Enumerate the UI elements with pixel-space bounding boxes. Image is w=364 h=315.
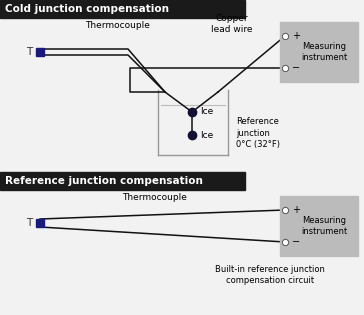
Text: −: −: [292, 63, 300, 73]
Text: Ice: Ice: [200, 107, 213, 117]
Text: Thermocouple: Thermocouple: [86, 21, 150, 31]
Text: Reference junction compensation: Reference junction compensation: [5, 176, 203, 186]
Bar: [0, 0, 245, 18]
Text: Cold junction compensation: Cold junction compensation: [5, 4, 169, 14]
Text: +: +: [292, 31, 300, 41]
Text: −: −: [292, 237, 300, 247]
Bar: [280, 196, 358, 256]
Bar: [280, 22, 358, 82]
Text: +: +: [292, 205, 300, 215]
Bar: [0, 172, 245, 190]
Text: Built-in reference junction
compensation circuit: Built-in reference junction compensation…: [215, 265, 325, 285]
Text: Thermocouple: Thermocouple: [123, 192, 187, 202]
Text: Measuring
instrument: Measuring instrument: [301, 216, 347, 236]
Text: T: T: [26, 218, 32, 228]
Text: Reference
junction
0°C (32°F): Reference junction 0°C (32°F): [236, 117, 280, 149]
Text: Measuring
instrument: Measuring instrument: [301, 42, 347, 62]
Text: T: T: [26, 47, 32, 57]
Text: Copper
lead wire: Copper lead wire: [211, 14, 253, 34]
Text: Ice: Ice: [200, 130, 213, 140]
